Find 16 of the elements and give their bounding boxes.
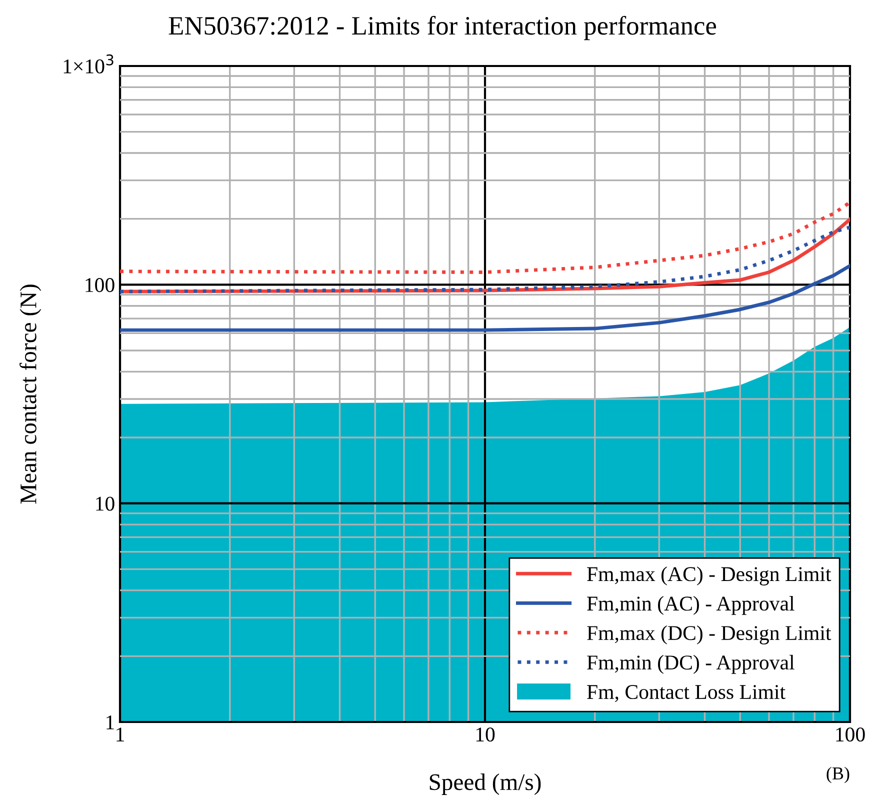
y-tick-label: 100 — [86, 278, 114, 292]
y-tick-label: 1 — [106, 715, 114, 730]
x-tick-label: 1 — [116, 728, 124, 742]
legend-label: Fm,min (DC) - Approval — [587, 654, 794, 674]
legend-label: Fm,max (DC) - Design Limit — [587, 625, 832, 644]
x-tick-label: 100 — [836, 727, 865, 742]
legend-label: Fm, Contact Loss Limit — [587, 685, 786, 702]
y-axis-title: Mean contact force (N) — [20, 284, 42, 504]
legend-label: Fm,min (AC) - Approval — [587, 596, 794, 615]
chart-title: EN50367:2012 - Limits for interaction performance — [168, 16, 716, 40]
legend-label: Fm,max (AC) - Design Limit — [587, 566, 832, 586]
x-axis-title: Speed (m/s) — [430, 774, 541, 795]
x-tick-label: 10 — [476, 727, 495, 742]
y-tick-label: 10 — [96, 496, 114, 511]
y-tick-label: 1×10$^{3}$ — [64, 54, 114, 74]
text: (B) — [826, 766, 850, 784]
